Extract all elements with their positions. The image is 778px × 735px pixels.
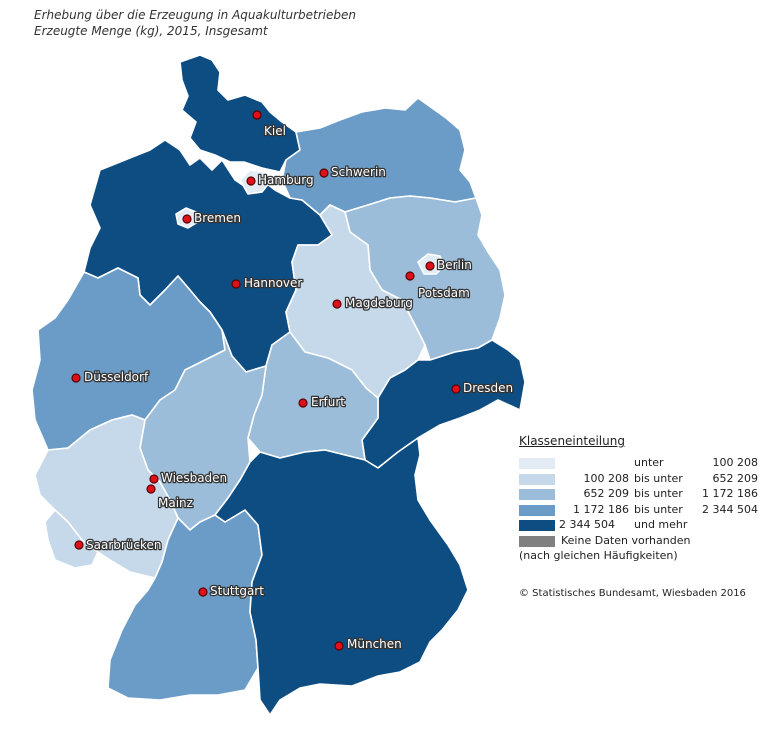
state-saarland[interactable] (44, 509, 99, 569)
legend-op: unter (634, 456, 664, 469)
city-marker[interactable] (319, 168, 329, 178)
city-label: Hamburg (258, 173, 314, 187)
city-marker[interactable] (182, 214, 192, 224)
legend-to: 652 209 (712, 471, 759, 485)
legend-op: bis unter (634, 502, 683, 516)
city-marker[interactable] (146, 484, 156, 494)
city-label: Saarbrücken (86, 538, 162, 552)
city-label: Potsdam (418, 286, 470, 300)
city-marker[interactable] (149, 474, 159, 484)
city-marker[interactable] (334, 641, 344, 651)
legend-to: 100 208 (712, 456, 759, 469)
source-credit: © Statistisches Bundesamt, Wiesbaden 201… (519, 588, 746, 599)
legend-op: bis unter (634, 471, 683, 485)
city-marker[interactable] (451, 384, 461, 394)
legend-swatch (519, 520, 555, 531)
legend-swatch (519, 458, 555, 469)
map-title: Erhebung über die Erzeugung in Aquakultu… (34, 8, 356, 22)
state-thueringen[interactable] (247, 331, 379, 461)
legend-from: 652 209 (583, 487, 630, 500)
legend-row: 1 172 186 bis unter 2 344 504 (519, 502, 758, 519)
legend-op: bis unter (634, 487, 683, 500)
legend-row: unter 100 208 (519, 456, 758, 472)
states-layer (31, 54, 526, 716)
legend: Klasseneinteilung unter 100 208 100 208 … (519, 434, 758, 562)
legend-note: (nach gleichen Häufigkeiten) (519, 549, 678, 562)
city-marker[interactable] (405, 271, 415, 281)
city-marker[interactable] (298, 398, 308, 408)
map-subtitle: Erzeugte Menge (kg), 2015, Insgesamt (34, 24, 268, 38)
legend-to: 2 344 504 (702, 502, 758, 516)
city-label: Bremen (194, 211, 241, 225)
state-schleswig-holstein[interactable] (179, 54, 301, 173)
city-label: Mainz (158, 496, 193, 510)
city-label: Düsseldorf (84, 370, 149, 384)
state-mecklenburg-vorpommern[interactable] (281, 97, 477, 216)
city-label: München (347, 637, 402, 651)
legend-swatch (519, 504, 555, 516)
state-sachsen[interactable] (361, 339, 526, 469)
state-bayern[interactable] (214, 437, 469, 716)
legend-swatch-nodata (519, 535, 555, 547)
city-marker[interactable] (246, 176, 256, 186)
city-label: Kiel (264, 124, 286, 138)
city-marker[interactable] (332, 299, 342, 309)
legend-row: 100 208 bis unter 652 209 (519, 471, 758, 488)
legend-to: 1 172 186 (702, 487, 758, 500)
legend-from: 2 344 504 (559, 518, 615, 531)
city-label: Magdeburg (345, 296, 413, 310)
legend-swatch (519, 473, 555, 485)
city-marker[interactable] (74, 540, 84, 550)
city-marker[interactable] (252, 110, 262, 120)
legend-heading: Klasseneinteilung (519, 434, 625, 448)
city-marker[interactable] (425, 261, 435, 271)
legend-row-nodata: Keine Daten vorhanden (519, 534, 690, 550)
legend-row: 652 209 bis unter 1 172 186 (519, 487, 758, 503)
city-marker[interactable] (198, 587, 208, 597)
legend-nodata-label: Keine Daten vorhanden (561, 533, 691, 547)
legend-row: 2 344 504 und mehr (519, 518, 687, 534)
city-label: Wiesbaden (161, 471, 227, 485)
legend-op: und mehr (634, 518, 688, 531)
city-marker[interactable] (71, 373, 81, 383)
cities-layer: Kiel Hamburg Schwerin Bremen Berlin Potsdam Ha… (71, 110, 514, 652)
city-label: Erfurt (311, 395, 345, 409)
city-marker[interactable] (231, 279, 241, 289)
city-label: Schwerin (331, 165, 386, 179)
city-label: Dresden (463, 381, 513, 395)
city-label: Hannover (244, 276, 302, 290)
city-label: Berlin (437, 258, 472, 272)
city-label: Stuttgart (210, 584, 264, 598)
legend-swatch (519, 489, 555, 500)
legend-from: 1 172 186 (573, 502, 629, 516)
legend-from: 100 208 (583, 471, 630, 485)
